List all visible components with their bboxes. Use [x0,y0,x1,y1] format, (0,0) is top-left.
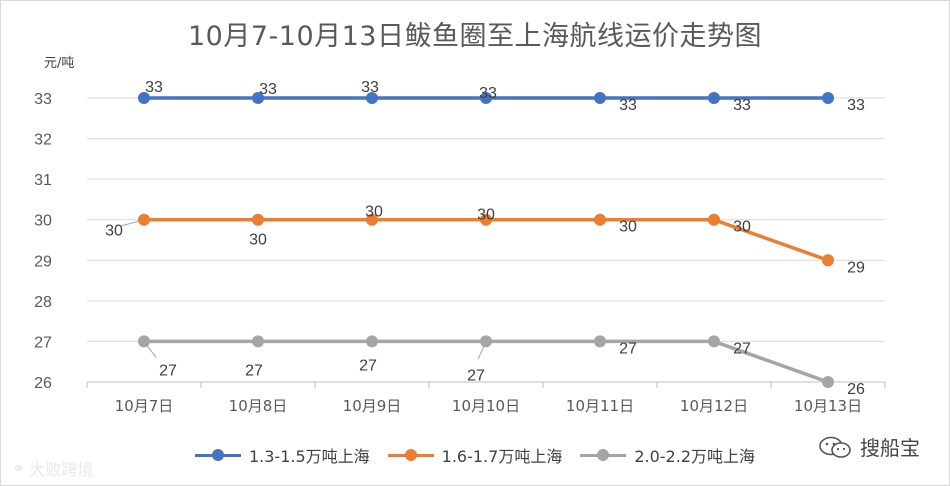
wechat-watermark-text: 搜船宝 [860,436,920,460]
data-point [708,213,720,226]
data-label: 27 [467,367,485,384]
chart-legend: 1.3-1.5万吨上海 1.6-1.7万吨上海 2.0-2.2万吨上海 [0,443,950,467]
data-label: 26 [847,381,865,398]
data-label: 27 [245,362,263,379]
data-label: 30 [105,223,123,240]
legend-swatch [387,449,434,461]
x-tick-label: 10月11日 [566,397,634,415]
data-point [366,335,378,348]
data-label: 33 [733,97,751,114]
data-label: 33 [259,81,277,98]
data-point [708,335,720,348]
data-point [480,213,492,226]
weibo-watermark: ⚭ 大败跨境 [12,456,93,480]
x-tick-label: 10月13日 [794,397,862,415]
data-point [138,213,150,226]
x-tick-label: 10月9日 [343,397,402,415]
chart-title: 10月7-10月13日鲅鱼圈至上海航线运价走势图 [188,21,762,52]
data-label: 30 [477,207,495,224]
y-tick-label: 32 [34,132,52,149]
legend-item: 1.6-1.7万吨上海 [387,443,563,467]
legend-swatch [580,449,627,461]
data-label: 33 [361,79,379,96]
data-point [252,213,264,226]
legend-label: 2.0-2.2万吨上海 [634,447,755,466]
data-point [594,213,606,226]
legend-swatch [194,449,241,461]
data-point [594,92,606,104]
legend-item: 1.3-1.5万吨上海 [194,443,370,467]
y-tick-label: 27 [34,334,52,351]
data-label: 30 [249,232,267,249]
legend-item: 2.0-2.2万吨上海 [580,443,755,467]
y-tick-label: 30 [34,213,52,230]
data-point [138,335,150,348]
data-label: 30 [733,219,751,236]
data-point [480,92,492,104]
data-label: 30 [365,204,383,221]
y-tick-label: 28 [34,294,52,311]
legend-label: 1.6-1.7万吨上海 [441,447,563,466]
data-label: 27 [359,357,377,374]
weibo-watermark-text: 大败跨境 [29,460,94,479]
data-point [138,92,150,104]
x-tick-label: 10月7日 [115,397,174,415]
y-tick-label: 29 [34,253,52,270]
x-tick-label: 10月10日 [452,397,520,415]
data-point [252,92,264,104]
series-line [144,217,829,262]
data-point [366,92,378,104]
data-point [480,335,492,348]
y-tick-label: 26 [34,375,52,392]
wechat-watermark: 搜船宝 [818,432,920,461]
y-tick-label: 31 [34,172,52,189]
data-point [708,92,720,104]
data-label: 33 [145,79,163,96]
data-point [594,335,606,348]
x-tick-label: 10月8日 [229,397,288,415]
data-label: 33 [847,97,865,114]
x-tick-label: 10月12日 [680,397,748,415]
weibo-icon: ⚭ [12,458,26,478]
data-label: 33 [479,85,497,102]
y-tick-label: 33 [34,91,52,108]
data-point [822,254,834,267]
data-point [822,376,834,388]
y-axis-unit-label: 元/吨 [44,56,75,71]
data-label: 27 [159,362,177,379]
data-point [366,213,378,226]
data-point [822,92,834,104]
data-label: 29 [847,259,865,276]
data-point [252,335,264,348]
data-label: 33 [619,97,637,114]
data-label: 27 [619,340,637,357]
data-label: 27 [733,340,751,357]
legend-label: 1.3-1.5万吨上海 [248,447,370,466]
data-label: 30 [619,219,637,236]
wechat-icon [819,436,851,458]
